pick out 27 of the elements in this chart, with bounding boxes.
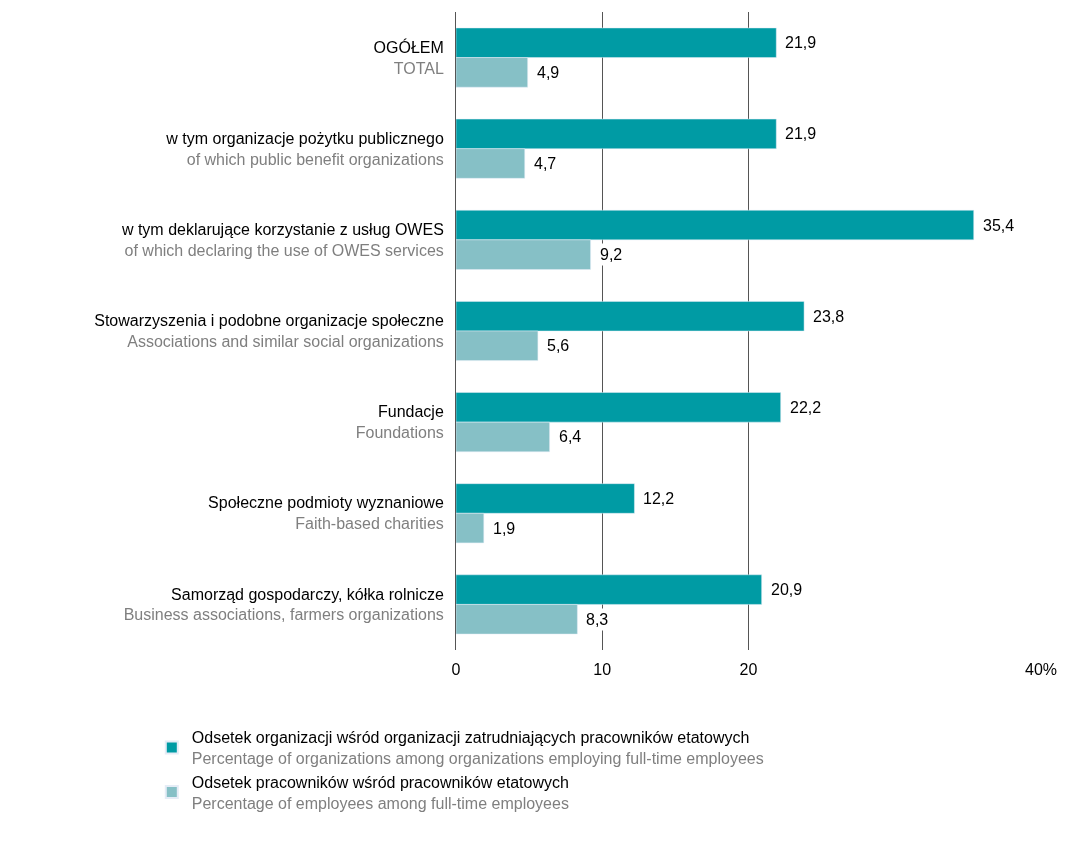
data-label: 4,9 (537, 64, 560, 81)
x-tick-label: 20 (739, 661, 758, 678)
data-label: 21,9 (785, 34, 817, 51)
legend-label: Odsetek pracowników wśród pracowników etatowych Percentage of employees among full-time employees (191, 773, 569, 812)
data-label: 9,2 (600, 246, 623, 263)
y-tick-label: Społeczne podmioty wyznaniowe Faith-based charities (208, 494, 444, 533)
data-label: 5,6 (547, 337, 570, 354)
data-label: 1,9 (493, 520, 516, 537)
data-label: 8,3 (586, 611, 609, 628)
y-tick-label: w tym deklarujące korzystanie z usług OWES of which declaring the use of OWES services (120, 221, 444, 259)
data-label: 6,4 (559, 428, 582, 445)
y-tick-label: OGÓŁEM TOTAL (373, 37, 444, 77)
y-tick-label: w tym organizacje pożytku publicznego of which public benefit organizations (165, 129, 444, 168)
data-label: 23,8 (813, 308, 845, 325)
data-label: 22,2 (790, 399, 822, 416)
x-tick-label: 40% (1024, 661, 1058, 678)
y-tick-label: Stowarzyszenia i podobne organizacje społeczne Associations and similar social organizations (94, 312, 444, 350)
data-label: 20,9 (771, 581, 803, 598)
data-label: 35,4 (983, 217, 1015, 234)
data-label: 4,7 (534, 155, 557, 172)
y-tick-label: Fundacje Foundations (355, 403, 444, 442)
legend-label: Odsetek organizacji wśród organizacji zatrudniających pracowników etatowych Percentage of organizations among organizations employing full-time employees (191, 729, 764, 768)
data-label: 21,9 (785, 125, 817, 142)
data-label: 12,2 (643, 490, 675, 507)
x-tick-label: 10 (593, 661, 612, 678)
y-tick-label: Samorząd gospodarczy, kółka rolnicze Business associations, farmers organizations (123, 585, 444, 624)
x-tick-label: 0 (451, 661, 461, 678)
